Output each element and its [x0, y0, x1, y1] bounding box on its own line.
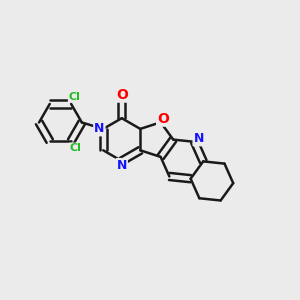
- Text: Cl: Cl: [69, 92, 81, 101]
- Text: N: N: [194, 132, 204, 146]
- Text: Cl: Cl: [70, 143, 82, 153]
- Text: N: N: [117, 159, 127, 172]
- Text: O: O: [116, 88, 128, 102]
- Text: N: N: [94, 122, 105, 135]
- Text: O: O: [157, 112, 169, 126]
